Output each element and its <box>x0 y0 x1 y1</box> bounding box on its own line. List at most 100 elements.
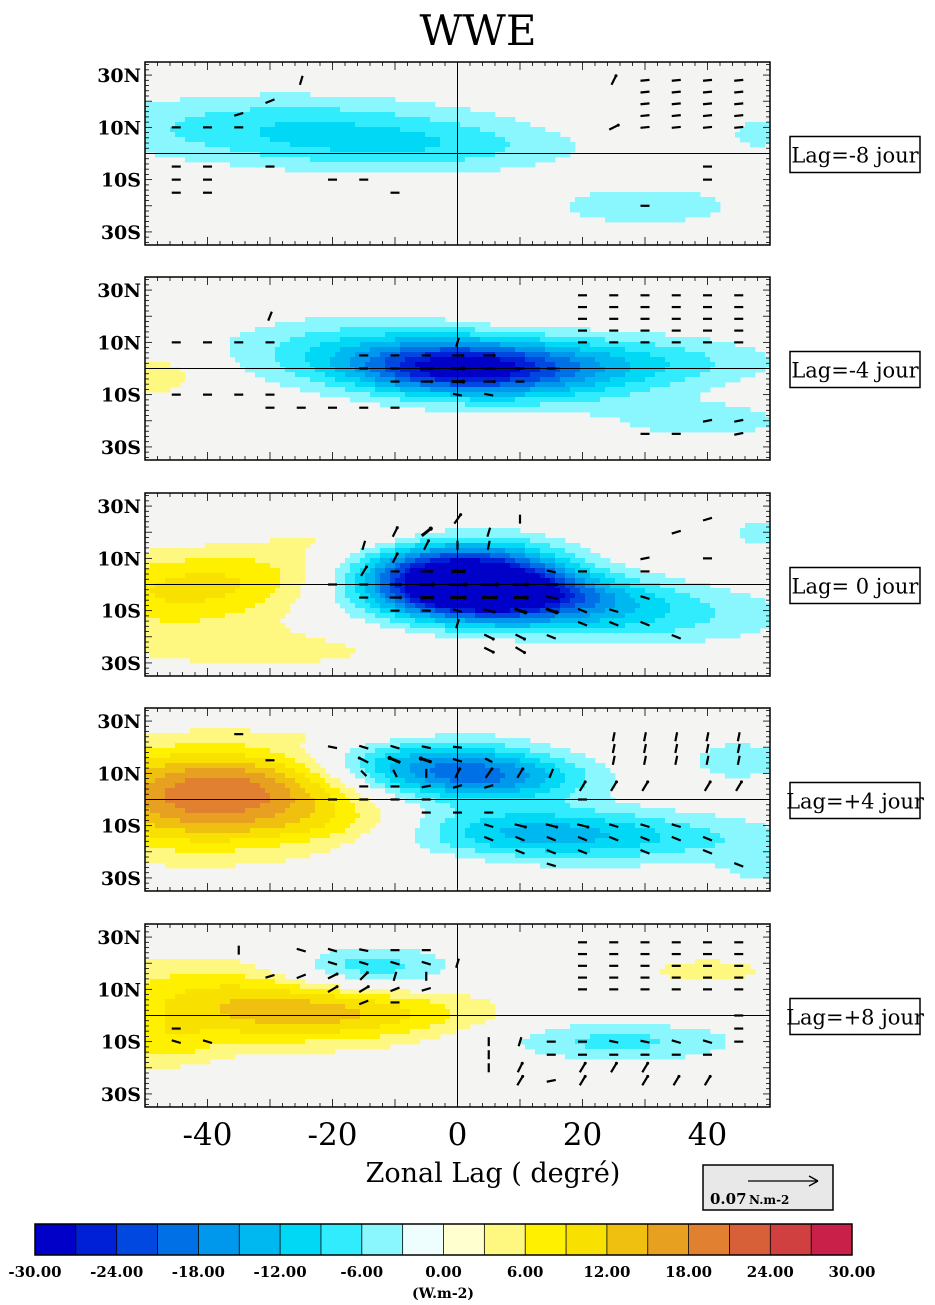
colorbar-tick-label: 24.00 <box>747 1263 794 1281</box>
wind-vector-head <box>365 971 369 975</box>
wind-vector <box>736 755 741 766</box>
colorbar-swatch <box>280 1224 322 1255</box>
wind-vector <box>702 418 713 423</box>
wind-vector <box>734 102 744 106</box>
colorbar-swatch <box>35 1224 77 1255</box>
wind-vector <box>734 78 744 82</box>
wind-vector-head <box>335 985 339 989</box>
wind-vector-head <box>430 569 434 573</box>
wind-vector <box>392 971 398 982</box>
wind-vector-head <box>430 582 435 587</box>
colorbar-swatch <box>606 1224 649 1255</box>
reference-vector-value: 0.07 <box>710 1190 747 1208</box>
wind-vector-head <box>523 610 528 615</box>
wind-vector-head <box>430 366 434 371</box>
wind-vector <box>327 960 338 966</box>
wind-vector <box>578 781 587 792</box>
wind-vector <box>421 960 432 966</box>
wind-vector <box>640 823 650 829</box>
colorbar-tick-label: -18.00 <box>172 1263 225 1281</box>
wind-vector <box>483 835 494 842</box>
field-shading <box>145 92 770 223</box>
wind-vector <box>390 986 400 993</box>
wind-vector <box>578 1062 587 1073</box>
wind-vector-head <box>614 780 618 784</box>
y-tick-label: 30S <box>101 437 141 459</box>
y-tick-label: 30N <box>97 496 141 518</box>
reference-vector-frame <box>702 1164 834 1211</box>
wind-vector-head <box>461 353 465 357</box>
wind-vector-head <box>357 756 361 760</box>
wind-vector-head <box>387 755 392 761</box>
wind-vector-head <box>708 780 712 784</box>
chart-title: WWE <box>420 6 537 55</box>
colorbar-tick-label: -6.00 <box>340 1263 383 1281</box>
wind-vector <box>545 823 557 829</box>
lag-label: Lag= 0 jour <box>792 575 920 599</box>
wind-vector <box>390 960 400 966</box>
wind-vector <box>483 633 494 641</box>
wind-vector <box>265 98 275 105</box>
panel-lag-1: 30N 10N 10S 30S Lag=-4 jour <box>97 276 921 461</box>
wind-vector <box>548 768 555 779</box>
wind-vector <box>577 835 588 842</box>
wind-vector-head <box>614 1061 618 1065</box>
wind-vector <box>454 768 461 779</box>
wind-vector <box>736 732 741 742</box>
wind-vector-head <box>708 1074 712 1078</box>
lag-label-box <box>789 135 921 174</box>
lag-label-box <box>789 781 921 820</box>
y-tick-label: 30S <box>101 653 141 675</box>
wind-stress-vectors <box>234 732 744 868</box>
reference-vector-unit: N.m-2 <box>749 1193 789 1207</box>
wind-vector-head <box>462 595 467 600</box>
wind-vector <box>391 527 399 538</box>
y-tick-label: 10S <box>101 170 141 192</box>
wind-vector <box>233 111 244 117</box>
wind-vector <box>608 823 619 829</box>
wind-vector <box>640 114 650 118</box>
wind-vector <box>640 125 650 129</box>
wind-vector <box>640 556 650 561</box>
y-tick-label: 30N <box>97 65 141 87</box>
wind-vector-head <box>493 595 499 600</box>
wind-vector <box>452 784 463 789</box>
colorbar-tick-label: 6.00 <box>507 1263 544 1281</box>
wind-vector-head <box>586 825 590 829</box>
wind-vector-head <box>463 582 468 587</box>
wind-vector <box>735 781 743 792</box>
wind-vector-head <box>461 379 466 384</box>
wind-vector <box>734 114 744 118</box>
wind-vector <box>517 1036 523 1047</box>
y-tick-label: 30S <box>101 222 141 244</box>
wind-vector <box>609 1039 619 1044</box>
wind-vector <box>361 540 367 551</box>
colorbar-tick-label: -24.00 <box>90 1263 143 1281</box>
y-tick-label: 30N <box>97 927 141 949</box>
wind-vector <box>705 743 710 754</box>
wind-vector <box>671 102 681 106</box>
wind-vector <box>608 124 619 131</box>
wind-vector <box>671 90 681 94</box>
wind-vector <box>296 973 307 980</box>
wind-vector <box>674 755 679 766</box>
wind-vector <box>608 620 619 627</box>
wind-vector <box>703 1075 712 1086</box>
y-tick-label: 10N <box>97 117 141 139</box>
wind-vector <box>643 755 647 766</box>
wind-vector-head <box>395 526 399 530</box>
wind-vector <box>577 620 588 627</box>
colorbar-swatch <box>566 1224 608 1255</box>
wind-vector <box>453 514 462 525</box>
wind-vector <box>671 835 682 842</box>
colorbar-tick-label: 30.00 <box>829 1263 876 1281</box>
wind-vector <box>641 1062 649 1073</box>
wind-stress-vectors <box>171 74 744 207</box>
colorbar-swatch <box>443 1224 485 1255</box>
wind-vector <box>640 1039 650 1044</box>
reference-vector-arrowhead <box>808 1175 819 1187</box>
wind-vector-head <box>458 767 462 771</box>
wind-stress-vectors <box>171 294 744 436</box>
wind-vector <box>171 1039 182 1045</box>
